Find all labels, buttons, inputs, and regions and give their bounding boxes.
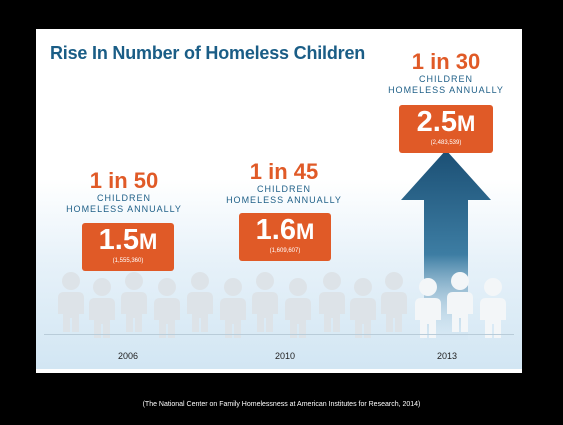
count-value: 1.5 <box>98 224 139 256</box>
year-label-2010: 2010 <box>274 351 296 361</box>
child-silhouette-icon <box>58 272 84 332</box>
stat-2010: 1 in 45 CHILDREN HOMELESS ANNUALLY <box>214 160 354 206</box>
up-arrow-icon <box>401 150 491 340</box>
count-unit: M <box>139 229 158 254</box>
child-silhouette-icon <box>415 278 441 338</box>
stat-2006: 1 in 50 CHILDREN HOMELESS ANNUALLY <box>54 169 194 215</box>
count-exact: (2,483,539) <box>430 140 462 146</box>
child-silhouette-icon <box>121 272 147 332</box>
baseline-divider <box>44 334 514 335</box>
count-value: 1.6 <box>255 214 296 246</box>
child-silhouette-icon <box>447 272 473 332</box>
children-silhouettes <box>58 272 506 338</box>
ratio-text: 1 in 45 <box>249 159 319 184</box>
count-unit: M <box>296 219 315 244</box>
child-silhouette-icon <box>252 272 278 332</box>
year-label-2006: 2006 <box>117 351 139 361</box>
ratio-text: 1 in 30 <box>411 49 481 74</box>
child-silhouette-icon <box>319 272 345 332</box>
stat-2013: 1 in 30 CHILDREN HOMELESS ANNUALLY <box>376 50 516 96</box>
count-exact: (1,555,360) <box>112 258 144 264</box>
child-silhouette-icon <box>89 278 115 338</box>
sub-line2: HOMELESS ANNUALLY <box>388 85 504 95</box>
child-silhouette-icon <box>220 278 246 338</box>
sub-line1: CHILDREN <box>96 193 151 203</box>
ratio-text: 1 in 50 <box>89 168 159 193</box>
count-value: 2.5 <box>416 106 457 138</box>
child-silhouette-icon <box>350 278 376 338</box>
year-label-2013: 2013 <box>436 351 458 361</box>
child-silhouette-icon <box>154 278 180 338</box>
child-silhouette-icon <box>381 272 407 332</box>
source-citation: (The National Center on Family Homelessn… <box>142 401 421 408</box>
count-badge-2013: 2.5M (2,483,539) <box>399 105 493 153</box>
count-badge-2006: 1.5M (1,555,360) <box>82 223 174 271</box>
count-exact: (1,609,607) <box>269 248 301 254</box>
sub-line2: HOMELESS ANNUALLY <box>226 195 342 205</box>
count-unit: M <box>457 111 476 136</box>
infographic-panel: Rise In Number of Homeless Children 1 in… <box>36 29 522 373</box>
child-silhouette-icon <box>187 272 213 332</box>
child-silhouette-icon <box>285 278 311 338</box>
sub-line2: HOMELESS ANNUALLY <box>66 204 182 214</box>
sub-line1: CHILDREN <box>256 184 311 194</box>
page-title: Rise In Number of Homeless Children <box>50 43 366 63</box>
count-badge-2010: 1.6M (1,609,607) <box>239 213 331 261</box>
sub-line1: CHILDREN <box>418 74 473 84</box>
child-silhouette-icon <box>480 278 506 338</box>
